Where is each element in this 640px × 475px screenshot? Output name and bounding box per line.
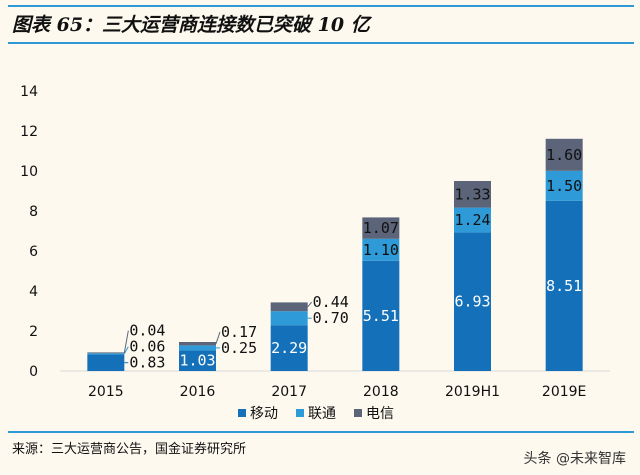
legend-swatch [238,409,246,417]
x-tick-label: 2018 [363,384,399,400]
bar-segment-联通 [270,311,308,326]
y-tick-label: 10 [20,164,38,180]
y-tick-label: 8 [29,204,38,220]
data-label: 1.50 [546,177,582,195]
x-tick-label: 2019H1 [445,384,500,400]
data-label-leader [123,346,129,355]
data-label-leader [307,301,313,308]
data-label: 8.51 [546,277,582,295]
data-label: 1.10 [363,241,399,259]
data-label: 0.25 [221,339,257,357]
x-tick-label: 2016 [180,384,216,400]
bar-segment-移动 [87,354,125,371]
data-label: 1.60 [546,146,582,164]
bar-segment-移动 [179,350,216,371]
chart-title: 图表 65：三大运营商连接数已突破 10 亿 [12,14,370,36]
data-label: 0.17 [221,323,257,341]
bar-segment-联通 [545,170,583,201]
bar-segment-联通 [87,353,125,355]
bar-segment-电信 [362,217,400,239]
bar-segment-电信 [87,352,125,354]
legend-label: 移动 [250,406,278,422]
legend-swatch [354,409,362,417]
bar-segment-电信 [270,302,308,312]
data-label: 2.29 [271,339,307,357]
data-label: 6.93 [454,293,490,311]
bar-segment-移动 [270,325,308,371]
bar-segment-移动 [362,260,400,371]
legend-label: 电信 [366,406,394,422]
y-tick-label: 0 [29,364,38,380]
bar-segment-联通 [362,238,400,261]
bar-segment-电信 [545,138,583,171]
x-tick-label: 2015 [88,384,124,400]
watermark: 头条 @未来智库 [523,451,626,467]
data-label: 0.04 [129,322,165,340]
y-tick-label: 2 [29,324,38,340]
stacked-bar-chart: 0 2 4 6 8 10 12 14 0.830.060.04 2015 1.03 0.250.17 2… [20,84,610,422]
y-tick-label: 4 [29,284,38,300]
data-label: 0.83 [129,354,165,372]
data-label: 1.33 [454,185,490,203]
data-label: 0.06 [129,338,165,356]
data-label: 0.44 [313,293,349,311]
top-rule [8,5,634,7]
legend-swatch [296,409,304,417]
bar-segment-联通 [454,207,491,233]
data-label: 0.70 [313,309,349,327]
data-label-leader [123,330,129,353]
data-label: 5.51 [363,307,399,325]
data-label: 1.03 [179,352,215,370]
data-label-leader [215,331,221,344]
data-label: 1.07 [363,219,399,237]
title-rule [8,42,634,44]
y-tick-label: 6 [29,244,38,260]
bar-segment-电信 [179,342,216,346]
footer-rule [8,431,634,433]
x-tick-label: 2019E [542,384,586,400]
bar-segment-联通 [179,345,216,351]
legend-label: 联通 [308,406,336,422]
y-tick-label: 14 [20,84,38,100]
bar-segment-电信 [454,181,491,208]
source-note: 来源：三大运营商公告，国金证券研究所 [12,442,247,457]
bar-segment-移动 [545,200,583,371]
bar-segment-移动 [454,232,491,371]
data-label: 1.24 [454,211,490,229]
x-tick-label: 2017 [271,384,307,400]
y-tick-label: 12 [20,124,38,140]
